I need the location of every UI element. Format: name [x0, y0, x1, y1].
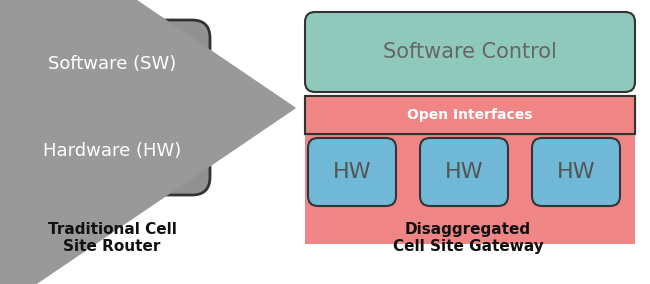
Text: Disaggregated
Cell Site Gateway: Disaggregated Cell Site Gateway	[393, 222, 543, 254]
Bar	[305, 96, 635, 134]
Text: HW: HW	[333, 162, 371, 182]
Text: HW: HW	[556, 162, 595, 182]
Text: Traditional Cell
Site Router: Traditional Cell Site Router	[47, 222, 176, 254]
FancyBboxPatch shape	[15, 20, 210, 195]
FancyBboxPatch shape	[420, 138, 508, 206]
Text: HW: HW	[445, 162, 484, 182]
FancyBboxPatch shape	[305, 12, 635, 92]
Bar	[605, 134, 635, 138]
Bar	[305, 96, 635, 134]
Text: Open Interfaces: Open Interfaces	[408, 108, 533, 122]
Bar	[305, 96, 635, 244]
Text: Open Interfaces: Open Interfaces	[408, 108, 533, 122]
Text: Software Control: Software Control	[383, 42, 557, 62]
Bar	[493, 134, 523, 138]
FancyBboxPatch shape	[308, 138, 396, 206]
Text: Software (SW): Software (SW)	[48, 55, 177, 73]
FancyBboxPatch shape	[532, 138, 620, 206]
Text: Hardware (HW): Hardware (HW)	[44, 143, 181, 160]
Bar	[381, 134, 411, 138]
